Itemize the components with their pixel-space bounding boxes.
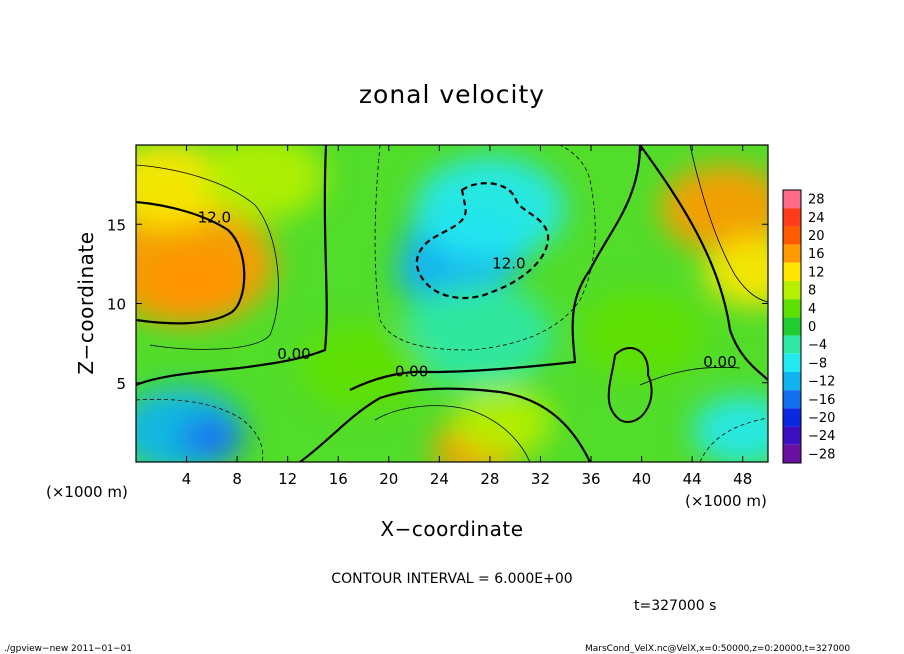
contour-label-0: 12.0 xyxy=(198,209,231,227)
contour-label-1: 12.0 xyxy=(492,255,525,273)
y-tick-label-5: 5 xyxy=(116,375,126,393)
colorbar-label-11: −16 xyxy=(808,393,835,408)
colorbar-swatch-14 xyxy=(783,444,801,463)
x-tick-label-16: 16 xyxy=(329,470,348,488)
x-tick-label-44: 44 xyxy=(683,470,702,488)
colorbar-swatch-10 xyxy=(783,372,801,391)
colorbar-label-6: 4 xyxy=(808,302,816,317)
contour-label-2: 0.00 xyxy=(277,345,310,363)
contour-6-bottom xyxy=(374,405,531,462)
colorbar-label-1: 24 xyxy=(808,211,825,226)
colorbar-label-9: −8 xyxy=(808,356,827,371)
contour-zero-blob xyxy=(607,346,653,423)
x-axis-unit-right: (×1000 m) xyxy=(685,492,767,510)
colorbar-label-10: −12 xyxy=(808,375,835,390)
x-axis-ticks: 4 8 12 16 20 24 28 32 36 40 44 48 xyxy=(182,145,752,488)
y-axis-ticks: 5 10 15 xyxy=(107,216,768,393)
contour-label-layer: 12.0 12.0 0.00 0.00 0.00 xyxy=(198,209,737,381)
contour-zero-bottom xyxy=(299,387,591,462)
colorbar-label-5: 8 xyxy=(808,284,816,299)
field-blob-16 xyxy=(578,291,705,379)
contour-interval-text: CONTOUR INTERVAL = 6.000E+00 xyxy=(331,571,572,587)
colorbar-swatch-13 xyxy=(783,426,801,445)
x-tick-label-28: 28 xyxy=(480,470,499,488)
colorbar-swatch-0 xyxy=(783,190,801,209)
colorbar-swatch-7 xyxy=(783,317,801,336)
colorbar-swatch-8 xyxy=(783,335,801,354)
y-tick-label-15: 15 xyxy=(107,216,126,234)
colorbar-swatch-12 xyxy=(783,408,801,427)
contour-neg12 xyxy=(415,182,550,299)
contour-6-left xyxy=(136,164,279,350)
plot-area: 12.012.00.000.000.00 4 8 12 16 20 24 28 32 36 40 4… xyxy=(107,144,769,488)
x-tick-label-4: 4 xyxy=(182,470,192,488)
contour-6-right xyxy=(689,145,768,303)
time-label: t=327000 s xyxy=(634,598,716,614)
contour-12-left xyxy=(136,200,246,325)
colorbar-swatch-9 xyxy=(783,353,801,372)
contour-label-3: 0.00 xyxy=(395,362,428,380)
contour-neg6-mid xyxy=(374,145,596,351)
colorbar: 28 24 20 16 12 8 4 0 −4 −8 −12 −16 −20 −24 −28 xyxy=(782,189,835,464)
field-blob-7 xyxy=(401,282,554,388)
x-tick-label-20: 20 xyxy=(379,470,398,488)
colorbar-swatch-4 xyxy=(783,262,801,281)
y-tick-label-10: 10 xyxy=(107,296,126,314)
contour-neg6-bottomright xyxy=(699,417,768,462)
field-blob-14 xyxy=(692,395,768,462)
contour-6-rightlow xyxy=(639,366,741,386)
footer-left: ./gpview−new 2011−01−01 xyxy=(4,644,132,654)
x-axis-label: X−coordinate xyxy=(380,517,523,541)
contour-zero-right xyxy=(639,145,768,381)
colorbar-label-14: −28 xyxy=(808,447,835,462)
x-tick-label-8: 8 xyxy=(232,470,242,488)
field-blob-6 xyxy=(414,156,566,261)
colorbar-swatch-3 xyxy=(783,244,801,263)
field-blob-13 xyxy=(452,387,554,458)
colorbar-label-0: 28 xyxy=(808,193,825,208)
field-blob-1 xyxy=(136,202,276,325)
colorbar-swatch-6 xyxy=(783,299,801,318)
colorbar-swatch-11 xyxy=(783,390,801,409)
y-axis-label: Z−coordinate xyxy=(74,231,98,374)
colorbar-label-2: 20 xyxy=(808,229,825,244)
contour-zero-mid xyxy=(349,145,642,391)
colorbar-label-3: 16 xyxy=(808,247,825,262)
field-blob-3 xyxy=(199,145,326,221)
contour-lines xyxy=(136,145,768,462)
colorbar-label-4: 12 xyxy=(808,265,825,280)
x-axis-unit-left: (×1000 m) xyxy=(46,483,128,501)
x-tick-label-24: 24 xyxy=(430,470,449,488)
velocity-field xyxy=(136,145,768,462)
colorbar-frame xyxy=(782,189,802,464)
colorbar-swatch-1 xyxy=(783,208,801,227)
contour-zero-left xyxy=(136,145,328,387)
colorbar-label-13: −24 xyxy=(808,429,835,444)
colorbar-swatch-5 xyxy=(783,281,801,300)
x-tick-label-32: 32 xyxy=(531,470,550,488)
footer-right: MarsCond_VelX.nc@VelX,x=0:50000,z=0:2000… xyxy=(585,644,850,654)
contour-label-4: 0.00 xyxy=(703,353,736,371)
field-blob-8 xyxy=(660,164,768,252)
chart-title: zonal velocity xyxy=(359,80,545,109)
x-tick-label-48: 48 xyxy=(733,470,752,488)
colorbar-swatch-2 xyxy=(783,226,801,245)
colorbar-label-8: −4 xyxy=(808,338,827,353)
x-tick-label-40: 40 xyxy=(632,470,651,488)
colorbar-label-7: 0 xyxy=(808,320,816,335)
field-blob-11 xyxy=(180,416,244,461)
x-tick-label-36: 36 xyxy=(581,470,600,488)
field-blobs xyxy=(136,145,768,462)
field-blob-15 xyxy=(300,323,427,411)
x-tick-label-12: 12 xyxy=(278,470,297,488)
colorbar-label-12: −20 xyxy=(808,411,835,426)
